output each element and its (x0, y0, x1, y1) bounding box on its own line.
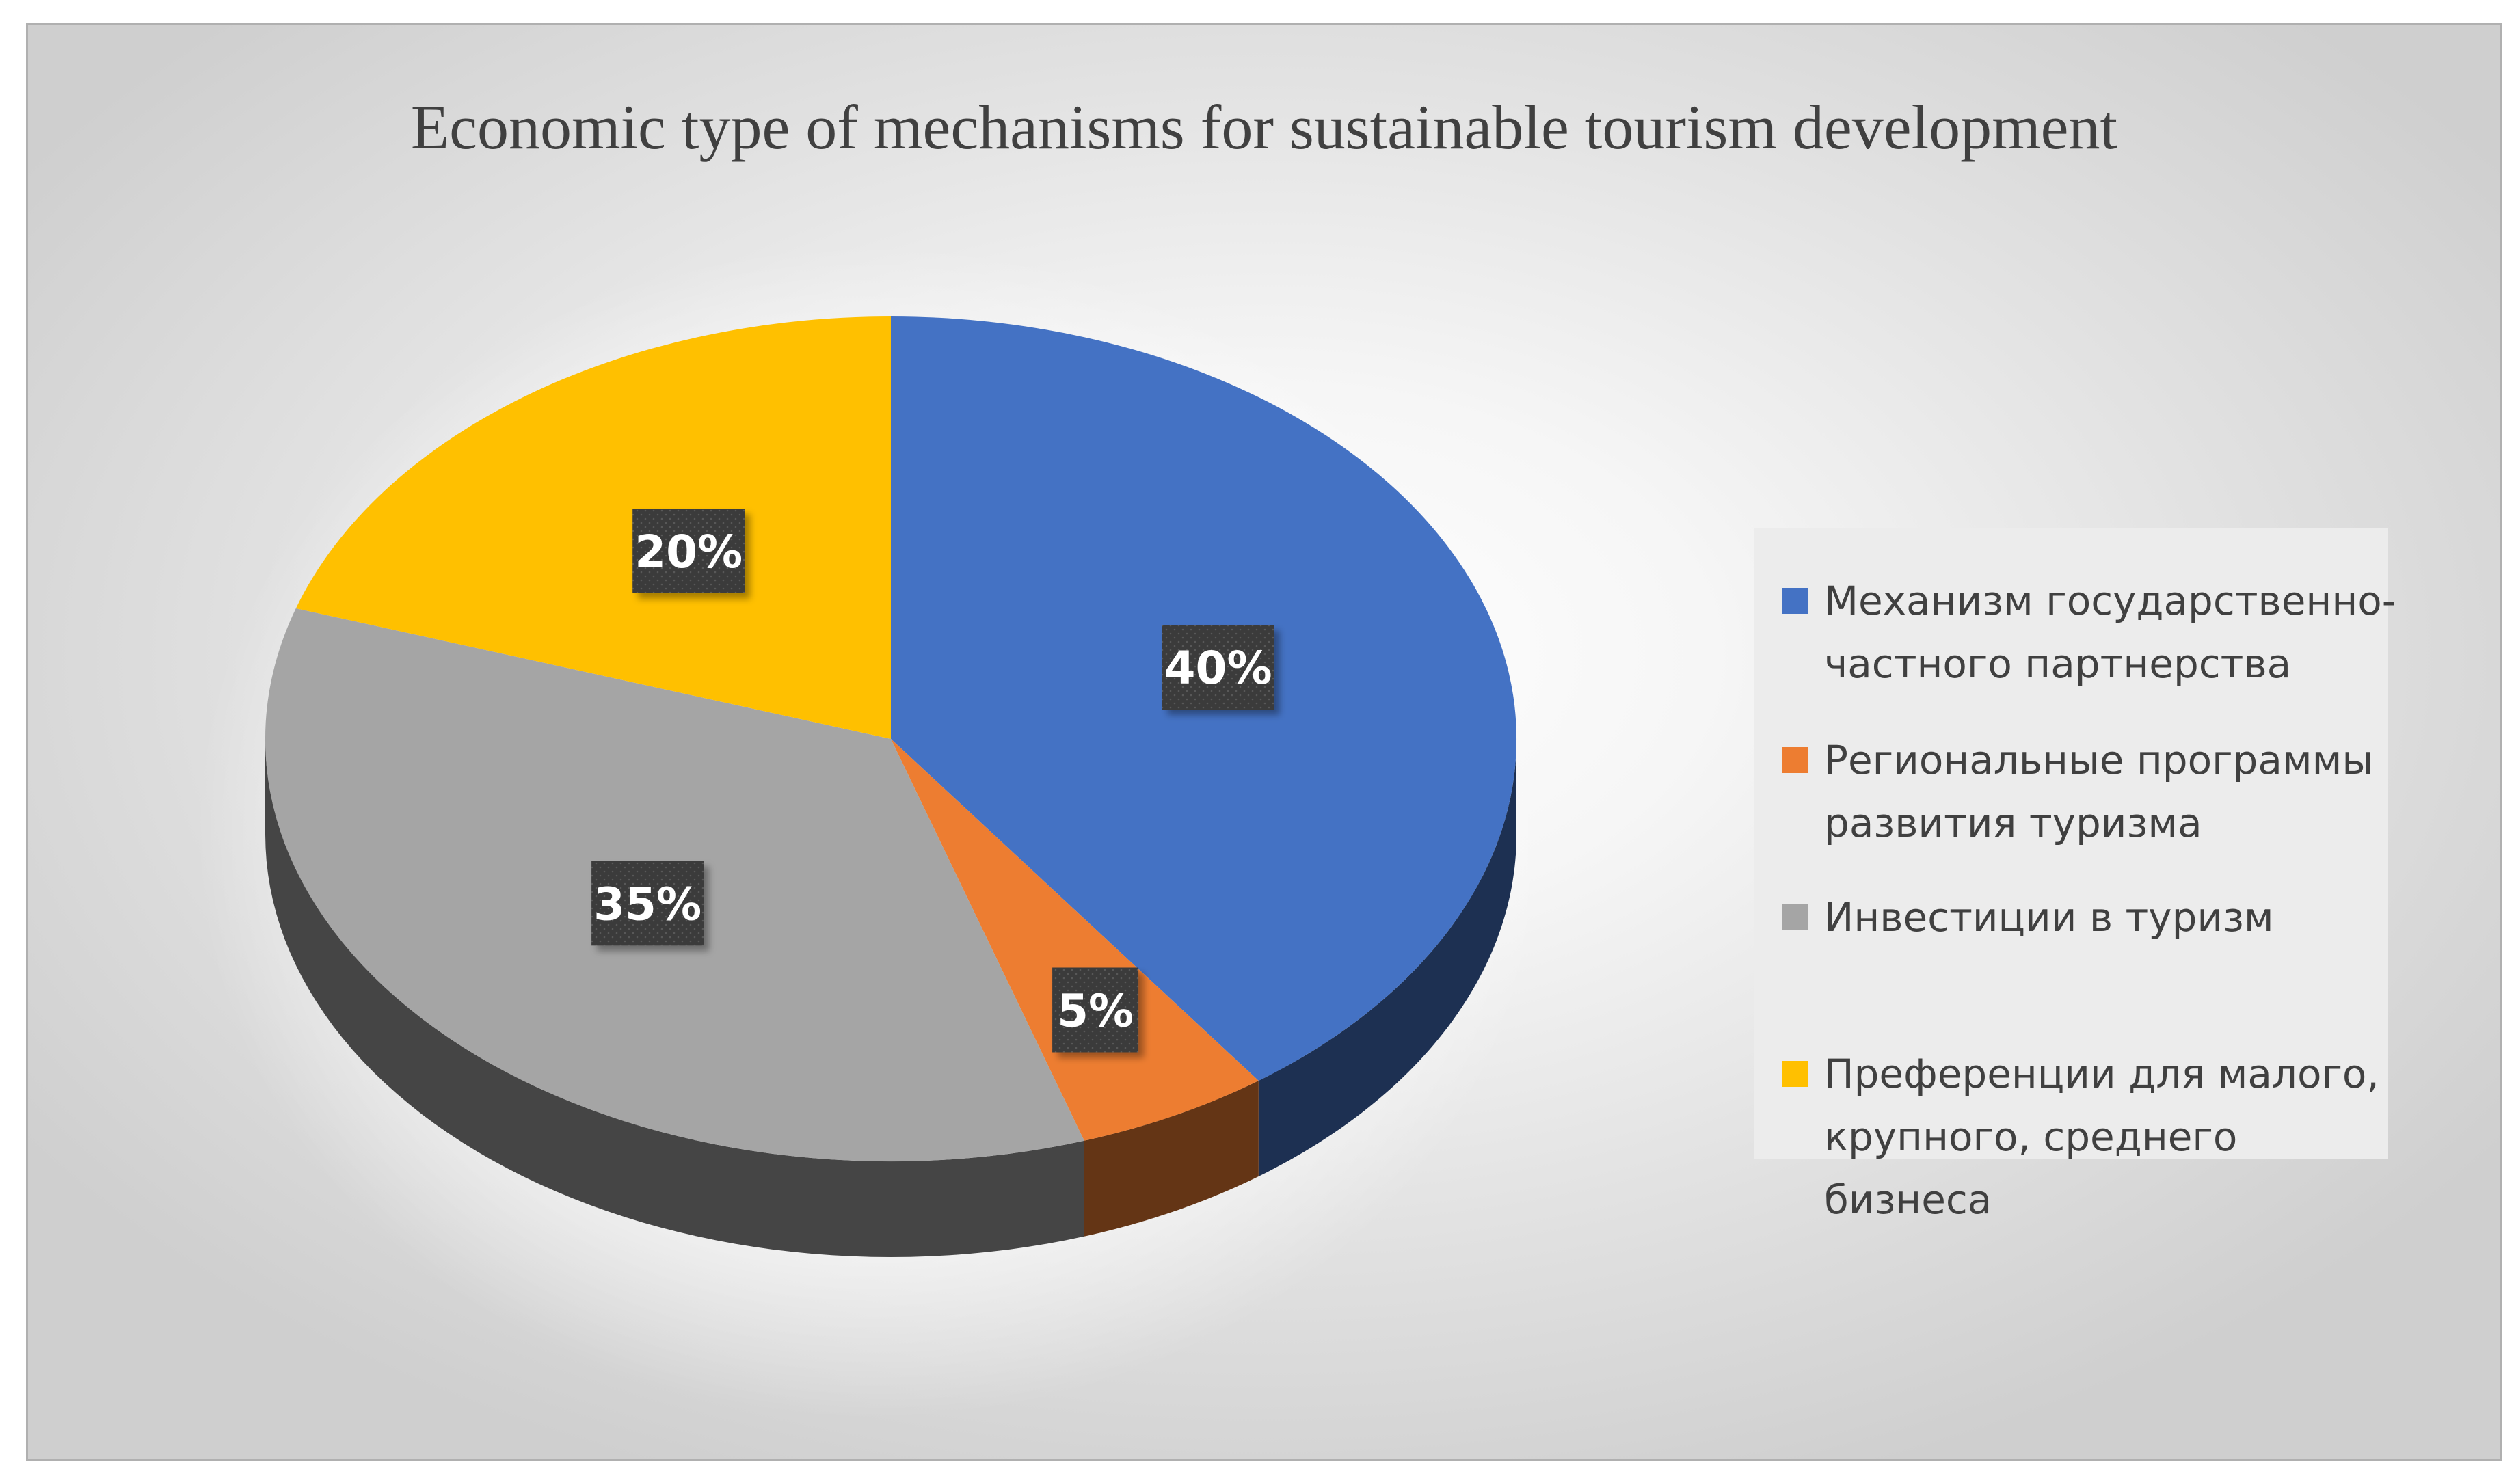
legend-label-line1: Механизм государственно- (1824, 578, 2396, 624)
legend-label-line2: крупного, среднего бизнеса (1824, 1114, 2238, 1223)
pie-data-label: 40% (1162, 625, 1274, 710)
pie-slice-side (1084, 1081, 1259, 1237)
data-label-text: 40% (1164, 642, 1272, 694)
legend-label-line2: частного партнерства (1824, 640, 2292, 687)
legend-swatch (1782, 1061, 1808, 1087)
pie-slice-side (1258, 739, 1516, 1176)
data-label-box (1052, 967, 1139, 1053)
chart-area: Economic type of mechanisms for sustaina… (26, 23, 2502, 1461)
legend-swatch (1782, 747, 1808, 773)
data-label-text: 35% (593, 878, 701, 930)
legend-swatch (1782, 904, 1808, 930)
legend-label-line1: Региональные программы (1824, 737, 2374, 783)
pie-data-label: 35% (591, 861, 704, 946)
chart-title: Economic type of mechanisms for sustaina… (410, 92, 2118, 162)
legend-label-line2: развития туризма (1824, 800, 2202, 846)
data-label-box (591, 861, 704, 946)
pie-data-label: 5% (1052, 967, 1139, 1053)
data-label-text: 20% (634, 526, 743, 578)
pie-slice (295, 316, 891, 739)
pie-slice (891, 739, 1259, 1141)
legend-label-line1: Инвестиции в туризм (1824, 894, 2274, 941)
legend-label-line1: Преференции для малого, (1824, 1051, 2379, 1097)
pie-chart: 40% 5% 35% 20% (196, 243, 1549, 1419)
data-label-box (632, 509, 745, 593)
data-label-text: 5% (1057, 985, 1134, 1038)
legend: Механизм государственно- частного партне… (1754, 528, 2396, 1223)
data-label-box (1162, 625, 1274, 710)
pie-data-label: 20% (632, 509, 745, 593)
pie-slice-side (265, 739, 1084, 1257)
legend-swatch (1782, 588, 1808, 614)
